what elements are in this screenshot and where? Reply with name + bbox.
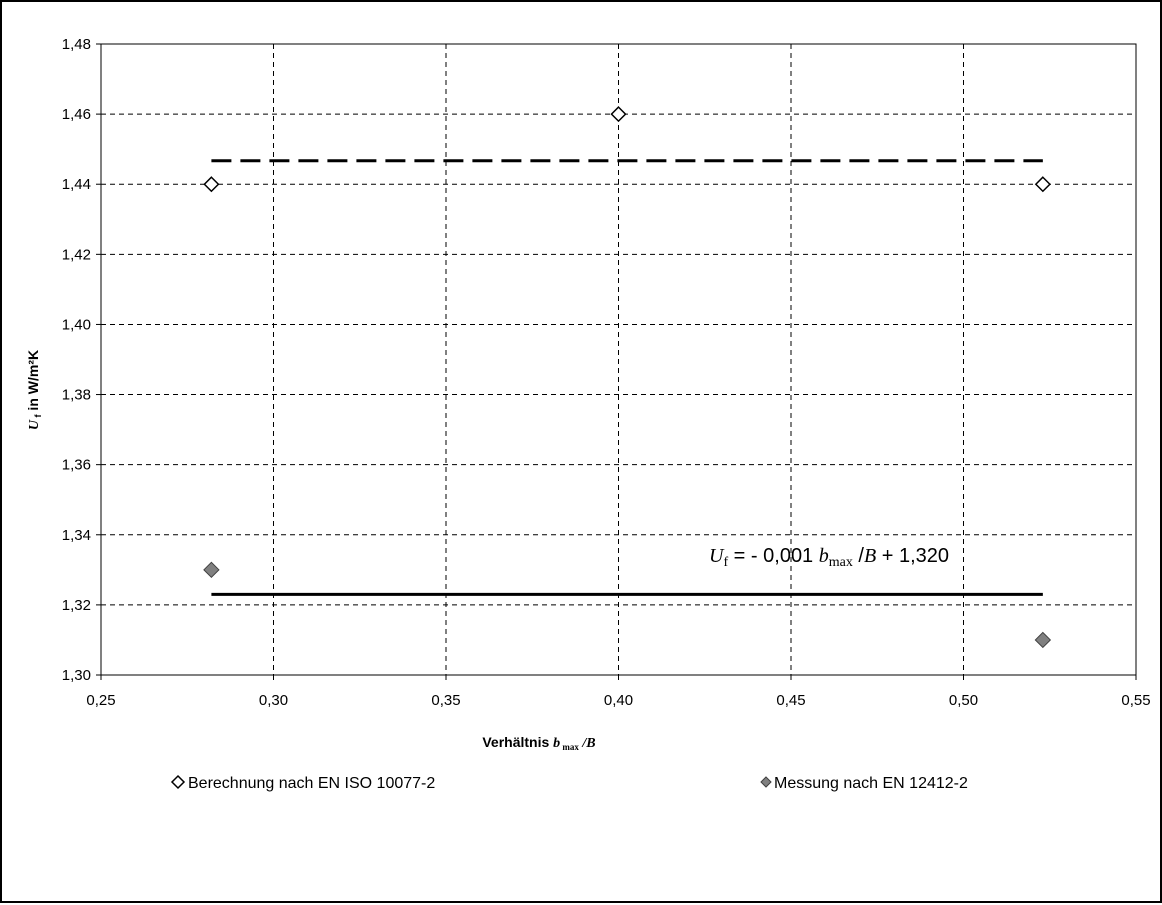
data-points xyxy=(203,106,1052,649)
legend-marker-filled-diamond xyxy=(760,776,772,788)
point-berechnung xyxy=(1034,176,1051,193)
eq-slash: / xyxy=(853,545,865,567)
legend-label-messung: Messung nach EN 12412-2 xyxy=(774,775,968,792)
y-tick-label: 1,34 xyxy=(62,527,91,544)
point-berechnung xyxy=(203,176,220,193)
eq-b: b xyxy=(819,545,829,567)
eq-end: + 1,320 xyxy=(876,545,949,567)
y-axis-title-suffix: in W/m²K xyxy=(25,350,41,415)
x-tick-label: 0,30 xyxy=(259,692,288,709)
x-axis-title: Verhältnis b max /B xyxy=(482,734,595,752)
y-axis-title: U f in W/m²K xyxy=(25,350,43,430)
point-messung xyxy=(1034,631,1052,649)
y-tick-label: 1,46 xyxy=(62,106,91,123)
legend-label-berechnung: Berechnung nach EN ISO 10077-2 xyxy=(188,775,435,792)
y-axis-title-sub: f xyxy=(33,413,43,420)
x-tick-label: 0,40 xyxy=(604,692,633,709)
eq-u: U xyxy=(709,545,725,567)
x-tick-label: 0,55 xyxy=(1121,692,1150,709)
eq-B: B xyxy=(864,545,876,567)
x-tick-label: 0,45 xyxy=(776,692,805,709)
x-tick-label: 0,50 xyxy=(949,692,978,709)
x-tick-labels: 0,25 0,30 0,35 0,40 0,45 0,50 0,55 xyxy=(86,692,1150,709)
point-messung xyxy=(203,561,220,579)
point-berechnung xyxy=(610,106,627,123)
trendline-equation: Uf = - 0,001 bmax /B + 1,320 xyxy=(709,545,949,570)
x-tick-label: 0,35 xyxy=(431,692,460,709)
legend-item-berechnung: Berechnung nach EN ISO 10077-2 xyxy=(170,774,435,792)
eq-max: max xyxy=(829,555,853,570)
eq-mid: = - 0,001 xyxy=(728,545,819,567)
legend-item-messung: Messung nach EN 12412-2 xyxy=(760,775,968,792)
plot-area-border xyxy=(100,43,1137,676)
x-axis-title-var: b xyxy=(553,736,560,751)
legend: Berechnung nach EN ISO 10077-2 Messung n… xyxy=(170,774,968,792)
x-tick-label: 0,25 xyxy=(86,692,115,709)
trendlines xyxy=(211,159,1043,596)
y-axis-title-var: U xyxy=(27,419,42,430)
y-tick-label: 1,32 xyxy=(62,597,91,614)
eq-f: f xyxy=(723,555,728,570)
x-axis-title-suffix: /B xyxy=(579,736,596,751)
y-tick-label: 1,42 xyxy=(62,246,91,263)
legend-marker-open-diamond xyxy=(170,774,186,790)
y-tick-label: 1,48 xyxy=(62,36,91,53)
y-tick-label: 1,30 xyxy=(62,667,91,684)
y-tick-label: 1,36 xyxy=(62,457,91,474)
y-tick-label: 1,44 xyxy=(62,176,91,193)
y-tick-label: 1,40 xyxy=(62,316,91,333)
y-tick-label: 1,38 xyxy=(62,387,91,404)
x-axis-title-prefix: Verhältnis xyxy=(482,734,553,750)
x-axis-title-sub: max xyxy=(560,742,579,752)
grid xyxy=(96,43,1137,680)
y-tick-labels: 1,30 1,32 1,34 1,36 1,38 1,40 1,42 1,44 1,46 1,48 xyxy=(62,36,91,684)
